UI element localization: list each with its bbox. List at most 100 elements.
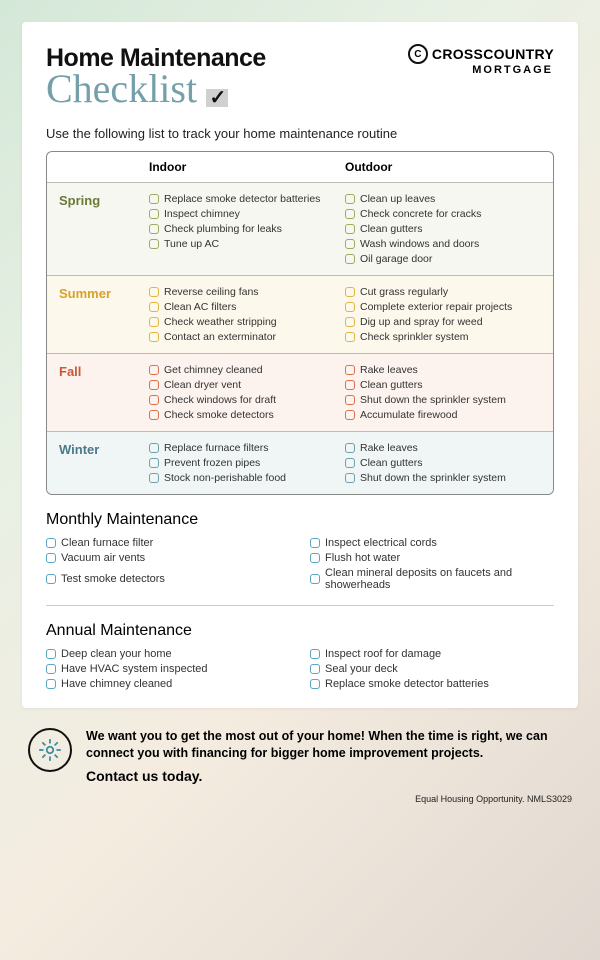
checkbox-icon[interactable] — [149, 224, 159, 234]
checkbox-icon[interactable] — [345, 194, 355, 204]
task-label: Replace furnace filters — [164, 442, 268, 454]
task-label: Clean mineral deposits on faucets and sh… — [325, 567, 554, 591]
task-item: Contact an exterminator — [149, 331, 345, 343]
checkbox-icon[interactable] — [310, 649, 320, 659]
monthly-list: Clean furnace filter Inspect electrical c… — [46, 537, 554, 591]
task-label: Have HVAC system inspected — [61, 663, 208, 675]
season-row: FallGet chimney cleanedClean dryer ventC… — [47, 353, 553, 431]
title-script-row: Checklist — [46, 73, 266, 112]
checkbox-icon[interactable] — [46, 664, 56, 674]
checkbox-icon[interactable] — [46, 538, 56, 548]
task-item: Clean up leaves — [345, 193, 541, 205]
task-item: Inspect roof for damage — [310, 648, 554, 660]
checkbox-icon[interactable] — [345, 317, 355, 327]
task-item: Vacuum air vents — [46, 552, 290, 564]
task-item: Check windows for draft — [149, 394, 345, 406]
checkbox-icon[interactable] — [149, 380, 159, 390]
task-label: Clean dryer vent — [164, 379, 241, 391]
task-item: Clean gutters — [345, 457, 541, 469]
checkbox-icon[interactable] — [310, 679, 320, 689]
task-item: Check smoke detectors — [149, 409, 345, 421]
checkbox-icon[interactable] — [345, 302, 355, 312]
task-item: Deep clean your home — [46, 648, 290, 660]
checkbox-icon[interactable] — [149, 458, 159, 468]
task-item: Reverse ceiling fans — [149, 286, 345, 298]
task-label: Check windows for draft — [164, 394, 276, 406]
checkbox-icon[interactable] — [149, 473, 159, 483]
checkbox-icon[interactable] — [149, 443, 159, 453]
footer-text-block: We want you to get the most out of your … — [86, 728, 572, 784]
task-label: Reverse ceiling fans — [164, 286, 259, 298]
task-label: Clean up leaves — [360, 193, 435, 205]
checkbox-icon[interactable] — [149, 410, 159, 420]
task-item: Replace smoke detector batteries — [149, 193, 345, 205]
checkbox-icon[interactable] — [149, 317, 159, 327]
footer-icon — [28, 728, 72, 772]
task-label: Seal your deck — [325, 663, 398, 675]
checkbox-icon[interactable] — [310, 538, 320, 548]
checkbox-icon[interactable] — [46, 679, 56, 689]
task-label: Check sprinkler system — [360, 331, 469, 343]
task-label: Vacuum air vents — [61, 552, 145, 564]
checkbox-icon[interactable] — [310, 664, 320, 674]
checkbox-icon[interactable] — [345, 380, 355, 390]
task-label: Contact an exterminator — [164, 331, 276, 343]
checkbox-icon[interactable] — [149, 287, 159, 297]
checkbox-icon[interactable] — [46, 553, 56, 563]
task-label: Flush hot water — [325, 552, 400, 564]
checkbox-icon[interactable] — [149, 209, 159, 219]
task-label: Wash windows and doors — [360, 238, 479, 250]
checkbox-icon[interactable] — [345, 239, 355, 249]
checkbox-icon[interactable] — [149, 194, 159, 204]
task-item: Replace furnace filters — [149, 442, 345, 454]
brand-icon: C — [408, 44, 428, 64]
task-label: Have chimney cleaned — [61, 678, 172, 690]
checkbox-icon[interactable] — [149, 365, 159, 375]
checkbox-icon[interactable] — [345, 443, 355, 453]
task-label: Replace smoke detector batteries — [325, 678, 489, 690]
task-item: Replace smoke detector batteries — [310, 678, 554, 690]
task-item: Stock non-perishable food — [149, 472, 345, 484]
task-item: Clean gutters — [345, 379, 541, 391]
checkbox-icon[interactable] — [345, 410, 355, 420]
task-item: Shut down the sprinkler system — [345, 394, 541, 406]
task-label: Prevent frozen pipes — [164, 457, 260, 469]
checkbox-icon[interactable] — [149, 395, 159, 405]
checkbox-icon[interactable] — [149, 332, 159, 342]
checkbox-icon[interactable] — [310, 574, 320, 584]
checkbox-icon[interactable] — [345, 209, 355, 219]
task-item: Get chimney cleaned — [149, 364, 345, 376]
brand-logo: C CROSSCOUNTRY MORTGAGE — [408, 44, 554, 76]
task-list: Rake leavesClean guttersShut down the sp… — [345, 442, 541, 484]
task-item: Accumulate firewood — [345, 409, 541, 421]
brand-line1: CROSSCOUNTRY — [432, 46, 554, 62]
checkbox-icon[interactable] — [345, 365, 355, 375]
task-label: Deep clean your home — [61, 648, 172, 660]
task-label: Clean gutters — [360, 223, 422, 235]
task-item: Clean AC filters — [149, 301, 345, 313]
fineprint: Equal Housing Opportunity. NMLS3029 — [22, 794, 578, 804]
checkbox-icon[interactable] — [46, 574, 56, 584]
task-label: Inspect electrical cords — [325, 537, 437, 549]
checkbox-icon[interactable] — [345, 254, 355, 264]
checkbox-icon[interactable] — [310, 553, 320, 563]
task-item: Check weather stripping — [149, 316, 345, 328]
task-label: Check smoke detectors — [164, 409, 274, 421]
task-label: Check plumbing for leaks — [164, 223, 282, 235]
checkbox-icon[interactable] — [345, 224, 355, 234]
checkbox-icon[interactable] — [345, 332, 355, 342]
task-item: Inspect electrical cords — [310, 537, 554, 549]
checkbox-icon[interactable] — [345, 287, 355, 297]
checkbox-icon[interactable] — [345, 458, 355, 468]
task-label: Clean gutters — [360, 457, 422, 469]
task-label: Check concrete for cracks — [360, 208, 481, 220]
checkbox-icon[interactable] — [345, 395, 355, 405]
checkbox-icon[interactable] — [149, 302, 159, 312]
title-block: Home Maintenance Checklist — [46, 44, 266, 112]
checkbox-icon[interactable] — [345, 473, 355, 483]
checkbox-icon[interactable] — [46, 649, 56, 659]
footer-cta: Contact us today. — [86, 768, 572, 784]
task-item: Clean furnace filter — [46, 537, 290, 549]
checkbox-icon[interactable] — [149, 239, 159, 249]
task-label: Complete exterior repair projects — [360, 301, 512, 313]
